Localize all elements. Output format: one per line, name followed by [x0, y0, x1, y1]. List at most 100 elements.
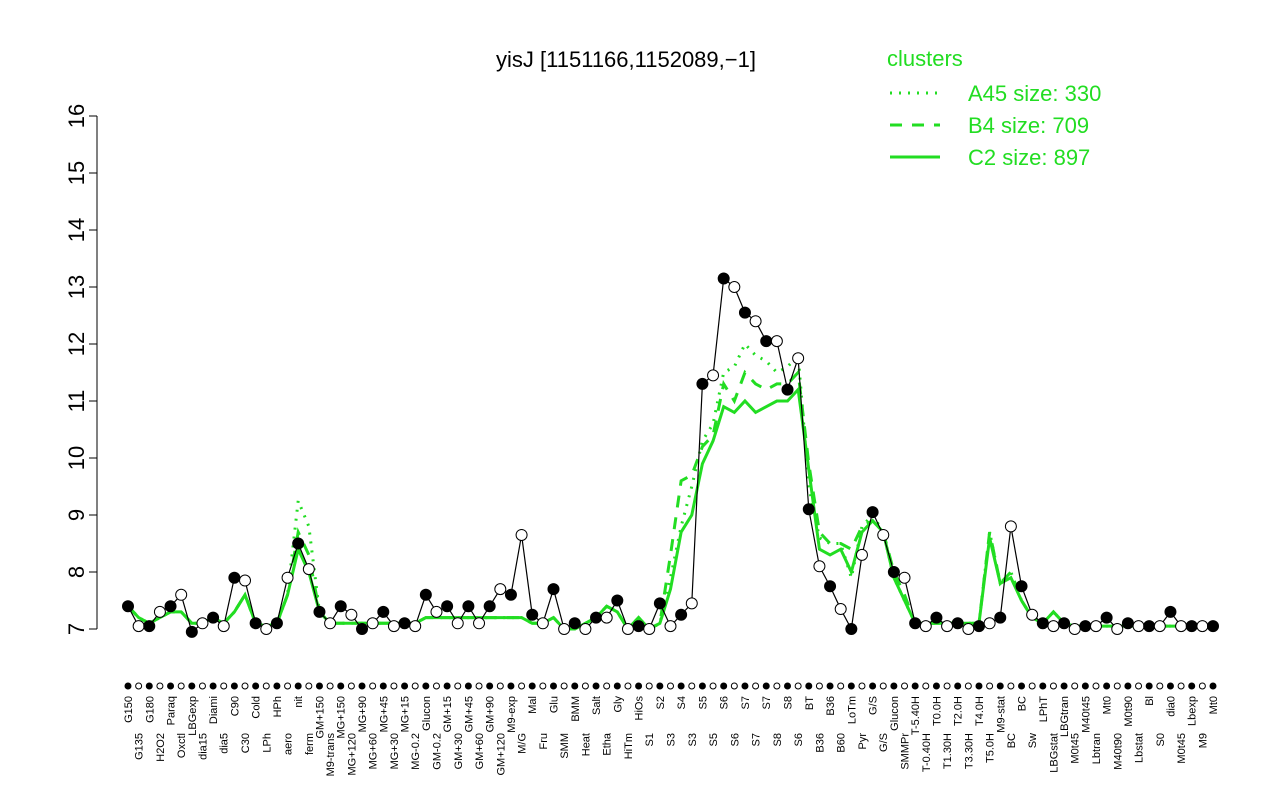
- data-point: [930, 611, 943, 624]
- x-tick-label: nit: [293, 696, 305, 708]
- rug-mark: [539, 682, 547, 690]
- data-point: [653, 597, 666, 610]
- x-tick-label: SMM: [559, 733, 571, 759]
- x-tick-label: B36: [814, 733, 826, 753]
- rug-mark: [581, 682, 589, 690]
- rug-mark: [379, 682, 387, 690]
- data-point: [813, 560, 826, 573]
- legend-title: clusters: [887, 46, 963, 71]
- rug-mark: [656, 682, 664, 690]
- x-tick-label: GM-0.2: [431, 733, 443, 770]
- rug-mark: [571, 682, 579, 690]
- data-point: [919, 620, 932, 633]
- data-point: [122, 600, 134, 613]
- rug-mark: [996, 682, 1004, 690]
- rug-mark: [369, 682, 377, 690]
- x-tick-label: Glu: [548, 696, 560, 713]
- data-point: [1026, 608, 1039, 621]
- data-point: [696, 377, 709, 390]
- x-tick-label: S6: [793, 733, 805, 746]
- x-tick-label: LPh: [261, 733, 273, 753]
- rug-mark: [358, 682, 366, 690]
- data-point: [249, 617, 262, 630]
- rug-mark: [1166, 682, 1174, 690]
- x-tick-label: T5.0H: [985, 733, 997, 763]
- data-point: [738, 306, 751, 319]
- rug-mark: [507, 682, 515, 690]
- data-point: [1207, 620, 1219, 633]
- data-point: [1100, 611, 1113, 624]
- rug-mark: [518, 682, 526, 690]
- x-tick-label: HiTm: [623, 733, 635, 759]
- data-point: [1079, 620, 1092, 633]
- rug-mark: [337, 682, 345, 690]
- data-point: [632, 620, 645, 633]
- data-point: [866, 506, 879, 519]
- data-point: [1175, 620, 1188, 633]
- data-point: [568, 617, 581, 630]
- data-point: [845, 623, 858, 635]
- rug-mark: [869, 682, 877, 690]
- x-tick-label: S8: [783, 696, 795, 709]
- x-tick-label: M0t45: [1070, 733, 1082, 764]
- x-tick-label: Mt0: [1208, 696, 1220, 714]
- data-point: [1111, 623, 1124, 635]
- data-point: [451, 617, 464, 630]
- x-tick-label: Glucon: [889, 696, 901, 731]
- rug-mark: [1103, 682, 1111, 690]
- x-tick-label: GM+90: [485, 696, 497, 732]
- x-tick-label: B60: [836, 733, 848, 753]
- data-point: [398, 617, 411, 630]
- x-tick-label: MG+30: [389, 733, 401, 769]
- data-point: [621, 623, 634, 635]
- x-tick-label: MG+120: [346, 733, 358, 776]
- x-tick-label: M0t90: [1123, 696, 1135, 727]
- y-tick-label: 16: [64, 104, 89, 128]
- x-tick-label: M9: [1197, 733, 1209, 748]
- rug-mark: [752, 682, 760, 690]
- rug-mark: [1177, 682, 1185, 690]
- data-point: [462, 600, 475, 613]
- rug-mark: [1124, 682, 1132, 690]
- rug-mark: [177, 682, 185, 690]
- rug-mark: [252, 682, 260, 690]
- x-tick-label: S3: [687, 733, 699, 746]
- rug-mark: [688, 682, 696, 690]
- y-tick-label: 12: [64, 332, 89, 356]
- rug-mark: [390, 682, 398, 690]
- x-tick-label: S3: [666, 733, 678, 746]
- data-point: [664, 620, 677, 633]
- x-tick-label: Lbstat: [1134, 733, 1146, 763]
- rug-mark: [1060, 682, 1068, 690]
- data-point: [366, 617, 379, 630]
- x-tick-label: Glucon: [421, 696, 433, 731]
- x-tick-label: Lbtran: [1091, 733, 1103, 764]
- rug-mark: [475, 682, 483, 690]
- x-tick-label: GM+150: [314, 696, 326, 739]
- data-point: [526, 608, 539, 621]
- rug-mark: [422, 682, 430, 690]
- x-tick-label: MG+15: [400, 696, 412, 732]
- rug-mark: [964, 682, 972, 690]
- rug-mark: [1198, 682, 1206, 690]
- rug-mark: [230, 682, 238, 690]
- rug-mark: [890, 682, 898, 690]
- data-point: [302, 563, 315, 576]
- data-point: [887, 566, 900, 578]
- x-tick-label: M9-exp: [506, 696, 518, 733]
- data-point: [909, 617, 922, 630]
- rug-mark: [613, 682, 621, 690]
- legend-label: B4 size: 709: [968, 113, 1089, 138]
- rug-mark: [294, 682, 302, 690]
- data-point: [802, 503, 815, 516]
- x-tick-label: S8: [772, 733, 784, 746]
- data-point: [1015, 580, 1028, 593]
- x-tick-label: Heat: [580, 733, 592, 756]
- x-tick-label: dia0: [1165, 696, 1177, 717]
- data-point: [717, 272, 730, 285]
- rug-mark: [145, 682, 153, 690]
- data-point: [143, 620, 156, 633]
- data-point: [781, 383, 794, 396]
- data-point: [494, 583, 507, 596]
